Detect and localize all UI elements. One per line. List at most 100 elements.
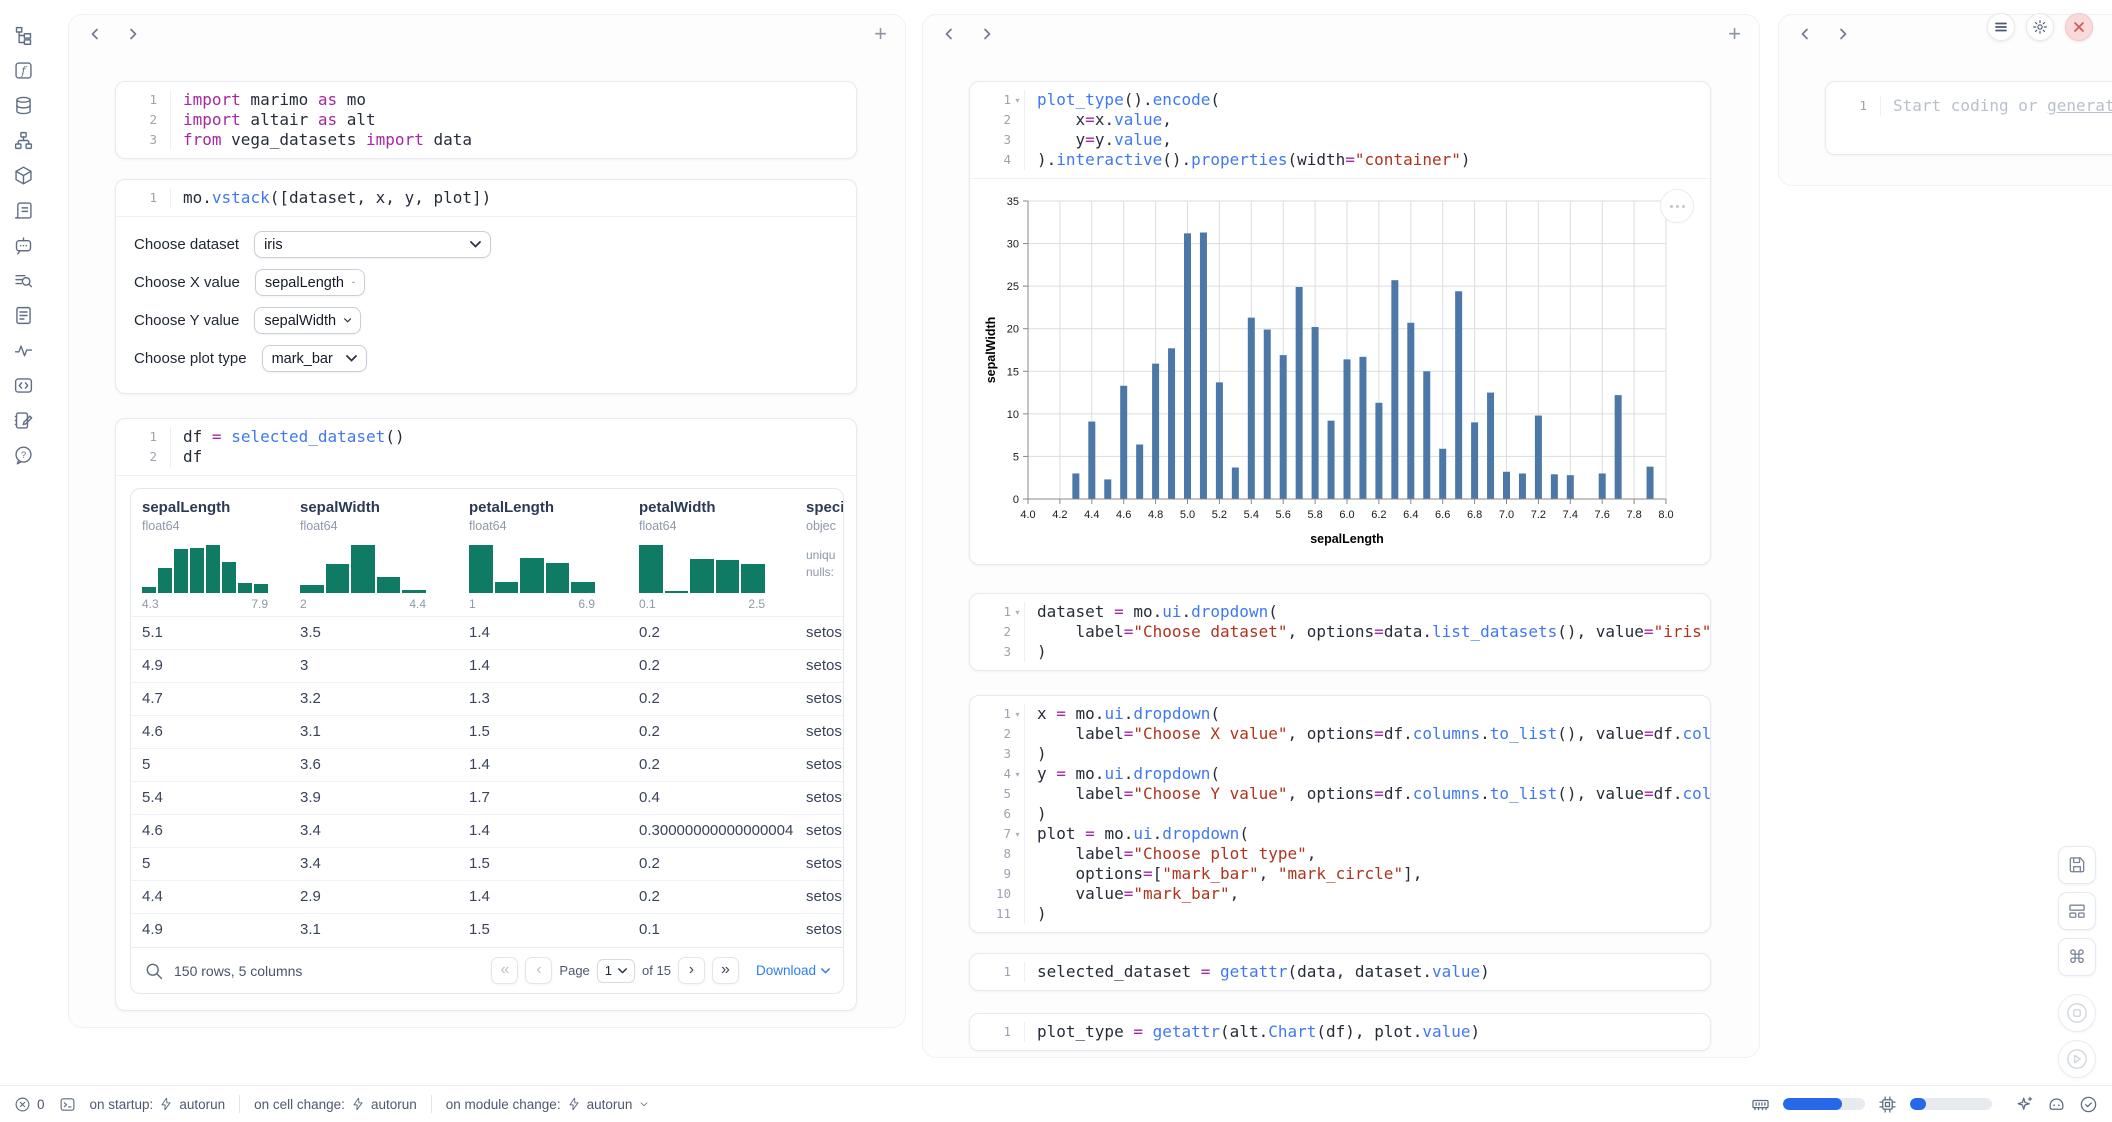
next-page-button[interactable]: › (678, 957, 705, 984)
code-editor-plot[interactable]: 1▾234plot_type().encode( x=x.value, y=y.… (970, 82, 1710, 178)
cell-plot-type: 1plot_type = getattr(alt.Chart(df), plot… (969, 1013, 1711, 1051)
scratchpad-icon[interactable] (11, 408, 35, 432)
table-row: 5.43.91.70.4setos (131, 782, 843, 815)
controls-output: Choose datasetirisChoose X valuesepalLen… (116, 217, 856, 393)
terminal-button[interactable] (59, 1096, 76, 1113)
add-cell-button[interactable]: + (874, 24, 887, 44)
search-icon[interactable] (144, 961, 164, 981)
column-header[interactable]: speci (806, 499, 843, 516)
column-header[interactable]: petalWidth (639, 499, 716, 516)
on-startup-mode[interactable]: on startup: autorun (90, 1097, 226, 1112)
save-button[interactable] (2058, 846, 2096, 884)
dropdown-select[interactable]: sepalLength (255, 269, 365, 296)
snippets-icon[interactable] (11, 373, 35, 397)
memory-usage-fill (1783, 1098, 1842, 1110)
ai-sparkles-button[interactable] (2015, 1095, 2034, 1114)
column-header[interactable]: petalLength (469, 499, 554, 516)
page-select[interactable]: 1 (597, 959, 635, 983)
column-left-icon[interactable] (1797, 26, 1813, 42)
terminal-icon (59, 1096, 76, 1113)
keyboard-shortcuts-button[interactable]: ⌘ (2058, 938, 2096, 976)
data-sources-icon[interactable] (11, 93, 35, 117)
table-cell: 1.3 (469, 683, 490, 715)
table-of-contents-icon[interactable] (11, 268, 35, 292)
code-editor-imports[interactable]: 123import marimo as moimport altair as a… (116, 82, 856, 158)
tracing-icon[interactable] (11, 338, 35, 362)
svg-text:?: ? (20, 449, 25, 460)
svg-text:4.0: 4.0 (1020, 509, 1035, 521)
code-editor-selected[interactable]: 1selected_dataset = getattr(data, datase… (970, 954, 1710, 990)
zap-icon (567, 1097, 581, 1111)
ai-chat-icon[interactable] (11, 233, 35, 257)
svg-text:5: 5 (1013, 451, 1019, 463)
add-cell-button[interactable]: + (1728, 24, 1741, 44)
packages-icon[interactable] (11, 163, 35, 187)
marimo-app: f ? + 123import marimo as moimport altai… (0, 0, 2112, 1122)
generate-link[interactable]: generate (2047, 96, 2112, 115)
column-right-icon[interactable] (979, 26, 995, 42)
ai-code-input[interactable]: 1 Start coding or generate with AI (1826, 82, 2112, 124)
dropdown-select[interactable]: sepalWidth (254, 307, 361, 334)
notebook-column-2: + 1▾234plot_type().encode( x=x.value, y=… (922, 14, 1760, 1058)
column-header[interactable]: sepalWidth (300, 499, 380, 516)
file-explorer-icon[interactable] (11, 23, 35, 47)
dependency-graph-icon[interactable] (11, 128, 35, 152)
svg-text:8.0: 8.0 (1658, 509, 1673, 521)
prev-page-button[interactable]: ‹ (525, 957, 552, 984)
table-cell: 0.30000000000000004 (639, 815, 793, 847)
dropdown-select[interactable]: mark_bar (262, 345, 367, 372)
table-cell: 0.2 (639, 683, 660, 715)
cell-dataframe: 12df = selected_dataset()df sepalLengthf… (115, 418, 857, 1011)
chart-menu-button[interactable] (1660, 189, 1694, 223)
column-header[interactable]: sepalLength (142, 499, 230, 516)
table-cell: 1.4 (469, 617, 490, 649)
code-editor-xy[interactable]: 1▾234▾567▾891011x = mo.ui.dropdown( labe… (970, 696, 1710, 932)
table-cell: 0.2 (639, 749, 660, 781)
column-histogram (300, 545, 426, 593)
table-cell: setos (806, 683, 843, 715)
code-editor-dataset[interactable]: 1▾23dataset = mo.ui.dropdown( label="Cho… (970, 594, 1710, 670)
svg-text:6.4: 6.4 (1403, 509, 1418, 521)
help-icon[interactable]: ? (11, 443, 35, 467)
column-right-icon[interactable] (1835, 26, 1851, 42)
first-page-button[interactable]: « (491, 957, 518, 984)
command-icon: ⌘ (2068, 947, 2086, 968)
cell-ai-blank: 1 Start coding or generate with AI (1825, 81, 2112, 155)
table-cell: 4.6 (142, 716, 163, 748)
run-button[interactable] (2058, 1040, 2096, 1078)
column-left-icon[interactable] (941, 26, 957, 42)
table-row: 4.63.11.50.2setos (131, 716, 843, 749)
svg-text:5.2: 5.2 (1212, 509, 1227, 521)
on-cell-change-mode[interactable]: on cell change: autorun (254, 1097, 417, 1112)
run-mode-label: on cell change: (254, 1097, 345, 1112)
svg-text:25: 25 (1007, 281, 1019, 293)
download-button[interactable]: Download (756, 963, 830, 978)
cell-xy-dropdowns: 1▾234▾567▾891011x = mo.ui.dropdown( labe… (969, 695, 1711, 933)
zap-icon (351, 1097, 365, 1111)
layout-button[interactable] (2058, 892, 2096, 930)
code-editor-vstack[interactable]: 1mo.vstack([dataset, x, y, plot]) (116, 180, 856, 216)
error-indicator[interactable]: 0 (14, 1096, 45, 1113)
code-editor-df[interactable]: 12df = selected_dataset()df (116, 419, 856, 475)
column-left-icon[interactable] (87, 26, 103, 42)
logs-icon[interactable] (11, 198, 35, 222)
settings-button[interactable] (2026, 13, 2054, 41)
column-1-header: + (69, 15, 905, 53)
close-button[interactable] (2065, 13, 2093, 41)
error-count: 0 (37, 1097, 45, 1112)
stop-button[interactable] (2058, 994, 2096, 1032)
dropdown-select[interactable]: iris (254, 231, 491, 258)
code-editor-plottype[interactable]: 1plot_type = getattr(alt.Chart(df), plot… (970, 1014, 1710, 1050)
documentation-icon[interactable] (11, 303, 35, 327)
menu-button[interactable] (1987, 13, 2015, 41)
svg-text:6.6: 6.6 (1435, 509, 1450, 521)
connection-status-button[interactable] (2079, 1095, 2098, 1114)
column-right-icon[interactable] (125, 26, 141, 42)
svg-text:10: 10 (1007, 409, 1019, 421)
variables-icon[interactable]: f (11, 58, 35, 82)
last-page-button[interactable]: » (712, 957, 739, 984)
altair-chart[interactable]: 4.04.24.44.64.85.05.25.45.65.86.06.26.46… (982, 183, 1698, 560)
copilot-button[interactable] (2047, 1095, 2066, 1114)
table-cell: setos (806, 815, 843, 847)
on-module-change-mode[interactable]: on module change: autorun (446, 1097, 651, 1112)
